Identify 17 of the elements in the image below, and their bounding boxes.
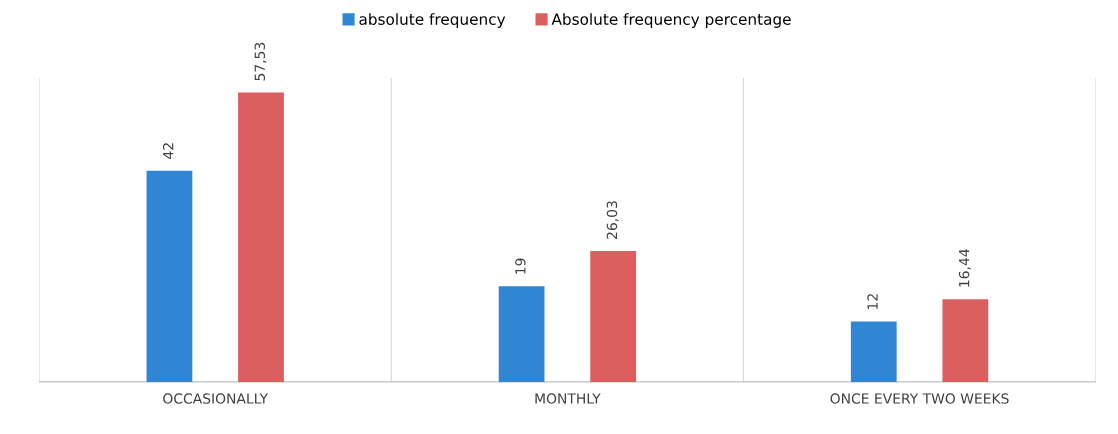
bar	[238, 92, 284, 382]
bar	[146, 170, 193, 382]
data-label: 19	[515, 258, 526, 274]
x-tick-label: ONCE EVERY TWO WEEKS	[830, 393, 1009, 404]
x-tick-label: OCCASIONALLY	[163, 393, 269, 404]
legend-label: absolute frequency	[359, 13, 506, 28]
data-label: 12	[867, 294, 878, 309]
bar	[942, 299, 989, 382]
x-tick-label: MONTHLY	[535, 393, 601, 404]
bar	[498, 286, 545, 382]
data-label: 16,44	[958, 249, 971, 287]
data-label: 26,03	[606, 201, 619, 239]
bar	[590, 251, 637, 382]
legend-label: Absolute frequency percentage	[551, 13, 791, 28]
bar	[850, 321, 897, 382]
data-label: 42	[162, 143, 174, 159]
data-label: 57,53	[254, 42, 267, 81]
